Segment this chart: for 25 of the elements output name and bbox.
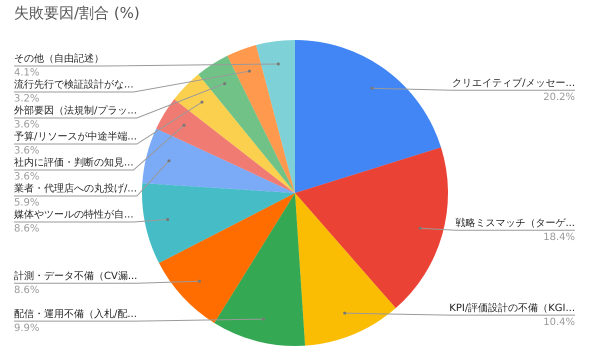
slice-label: KPI/評価設計の不備（KGI... bbox=[449, 302, 575, 314]
data-label: 8.6% bbox=[14, 284, 40, 296]
data-label: 4.1% bbox=[14, 68, 40, 79]
slice-label: 業者・代理店への丸投げ/... bbox=[14, 182, 137, 195]
slice-label: 戦略ミスマッチ（ターゲ... bbox=[455, 216, 575, 229]
slice-label: 媒体やツールの特性が自... bbox=[14, 208, 134, 221]
slice-label: 計測・データ不備（CV漏... bbox=[14, 270, 138, 282]
chart-title: 失敗要因/割合 (%) bbox=[14, 4, 140, 23]
data-label: 10.4% bbox=[543, 316, 575, 328]
slice-label: 社内に評価・判断の知見... bbox=[14, 156, 134, 169]
data-label: 9.9% bbox=[14, 322, 40, 334]
data-label: 3.6% bbox=[14, 120, 40, 131]
data-label: 8.6% bbox=[14, 224, 40, 235]
data-label: 20.2% bbox=[543, 92, 575, 103]
data-label: 3.2% bbox=[14, 94, 40, 105]
slice-label: 外部要因（法規制/プラッ... bbox=[14, 104, 137, 117]
data-label: 5.9% bbox=[14, 198, 40, 209]
data-label: 3.6% bbox=[14, 172, 40, 183]
slice-label: 流行先行で検証設計がな... bbox=[14, 78, 134, 91]
slice-label: クリエイティブ/メッセー... bbox=[452, 76, 575, 89]
slice-label: 予算/リソースが中途半端... bbox=[14, 130, 137, 143]
data-label: 18.4% bbox=[543, 232, 575, 243]
slice-label: その他（自由記述） bbox=[14, 52, 104, 65]
slice-label: 配信・運用不備（入札/配... bbox=[14, 308, 137, 320]
data-label: 3.6% bbox=[14, 146, 40, 157]
